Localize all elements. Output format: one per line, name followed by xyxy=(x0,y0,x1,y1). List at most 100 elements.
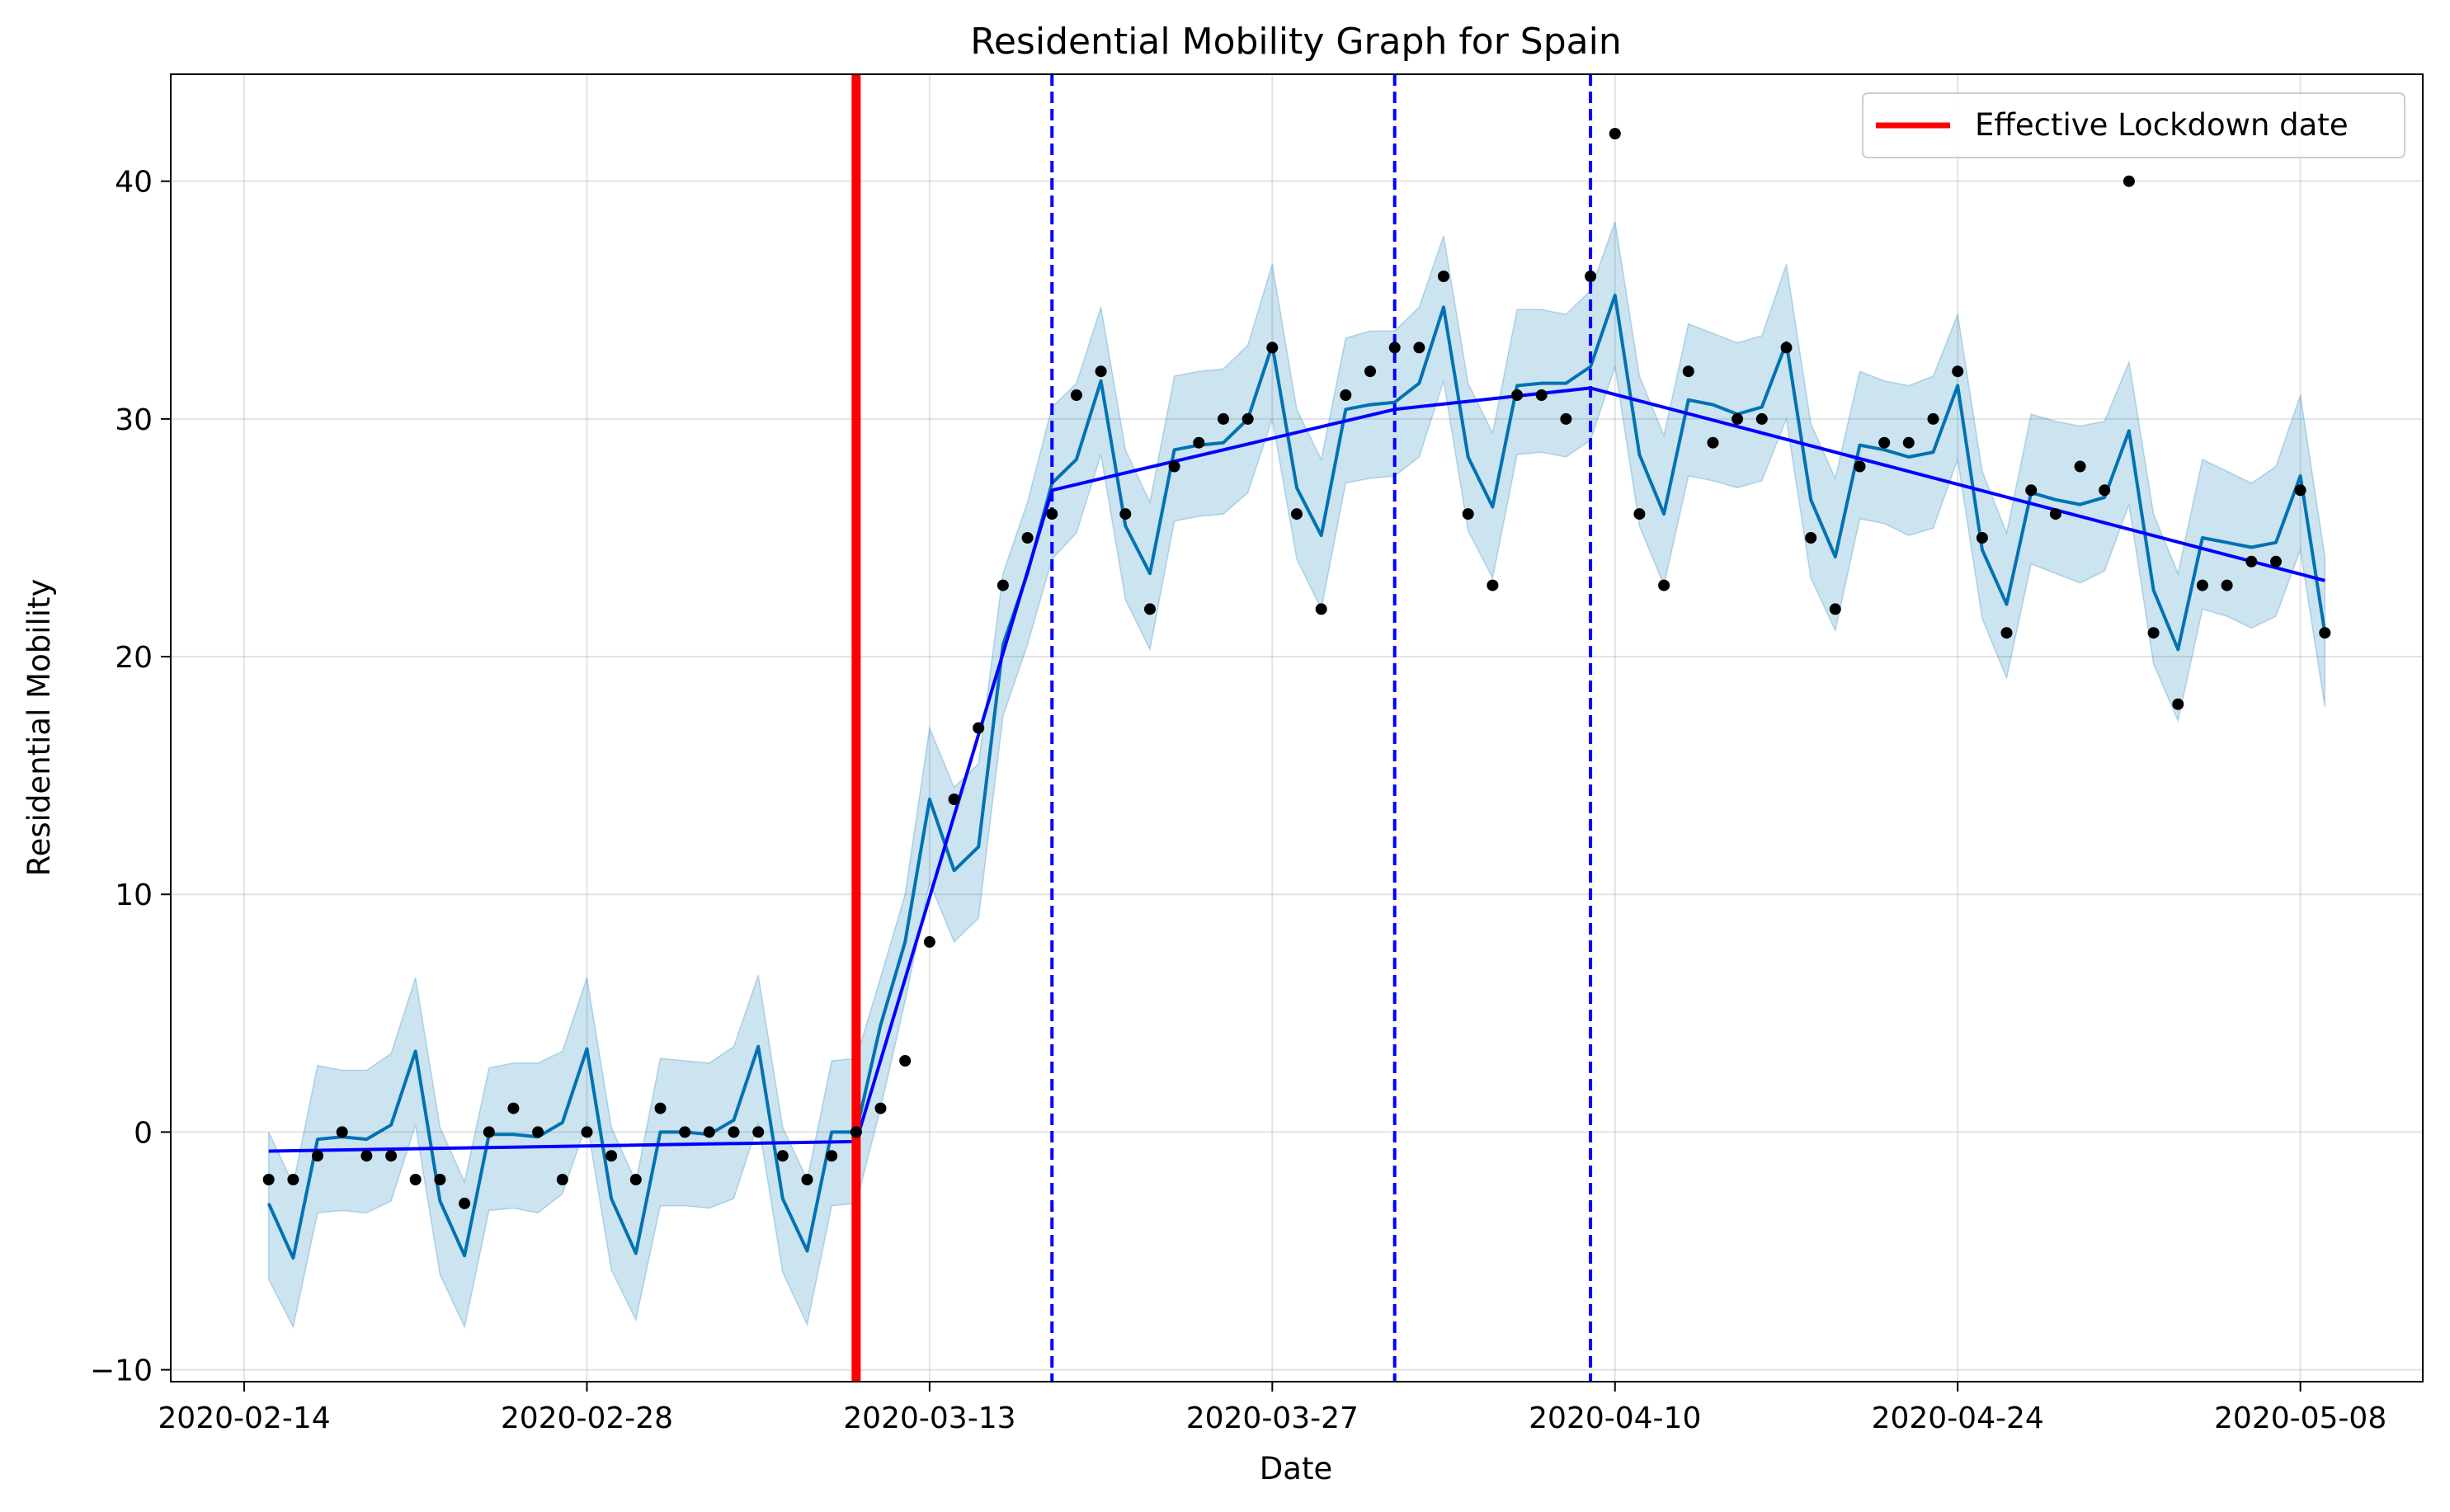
observed-point xyxy=(532,1126,544,1138)
observed-point xyxy=(1805,532,1817,544)
x-tick-label: 2020-04-24 xyxy=(1872,1401,2044,1435)
observed-point xyxy=(752,1126,765,1138)
observed-point xyxy=(459,1197,471,1209)
observed-point xyxy=(1486,579,1499,591)
y-tick-label: 30 xyxy=(115,403,153,437)
observed-point xyxy=(1388,341,1401,354)
observed-point xyxy=(1731,412,1744,425)
observed-point xyxy=(654,1102,667,1114)
observed-point xyxy=(1780,341,1793,354)
legend-box xyxy=(1862,92,2405,158)
observed-point xyxy=(629,1174,642,1185)
observed-point xyxy=(1193,436,1205,449)
observed-point xyxy=(1829,603,1841,615)
observed-point xyxy=(1902,436,1915,449)
y-tick-label: 40 xyxy=(115,166,153,200)
observed-point xyxy=(923,935,935,948)
observed-point xyxy=(1364,365,1376,378)
observed-point xyxy=(262,1174,275,1185)
observed-point xyxy=(948,794,960,805)
observed-point xyxy=(899,1055,912,1067)
observed-point xyxy=(1927,412,1939,425)
plot-frame xyxy=(170,73,2424,1382)
observed-point xyxy=(556,1174,568,1185)
observed-point xyxy=(1119,508,1132,520)
observed-point xyxy=(1241,412,1254,425)
forecast-line xyxy=(266,294,2327,1260)
y-axis-title: Residential Mobility xyxy=(21,579,57,877)
observed-point xyxy=(1340,389,1352,401)
observed-point xyxy=(728,1126,740,1138)
observed-point xyxy=(1609,128,1621,139)
legend: Effective Lockdown date xyxy=(1862,92,2405,158)
observed-point xyxy=(2294,484,2306,497)
observed-point xyxy=(1511,389,1524,401)
observed-point xyxy=(850,1126,862,1138)
observed-point xyxy=(2000,627,2013,639)
observed-point xyxy=(1438,271,1449,282)
observed-point xyxy=(996,579,1009,591)
y-tick-label: −10 xyxy=(90,1354,153,1388)
observed-point xyxy=(1462,508,1474,520)
observed-point xyxy=(1168,460,1180,473)
observed-point xyxy=(2245,555,2258,568)
observed-point xyxy=(1952,365,1964,378)
observed-point xyxy=(2147,627,2160,639)
observed-point xyxy=(1046,508,1058,520)
trend-line-group xyxy=(268,386,2325,1153)
observed-point xyxy=(1315,603,1327,615)
trend-line xyxy=(268,386,2325,1153)
observed-point xyxy=(874,1102,887,1114)
observed-point xyxy=(1755,412,1768,425)
observed-point xyxy=(1658,579,1670,591)
observed-point xyxy=(1291,508,1303,520)
forecast-line-group xyxy=(266,294,2327,1260)
observed-point xyxy=(2196,579,2208,591)
x-axis-title: Date xyxy=(1260,1451,1332,1486)
observed-point xyxy=(801,1174,813,1185)
y-tick-label: 0 xyxy=(134,1116,153,1150)
observed-point xyxy=(483,1126,495,1138)
chart-title: Residential Mobility Graph for Spain xyxy=(970,21,1622,63)
observed-point xyxy=(973,722,985,734)
observed-point xyxy=(2074,460,2086,473)
observed-point xyxy=(2221,579,2233,591)
observed-point xyxy=(1633,508,1646,520)
observed-point xyxy=(1218,412,1229,425)
observed-point xyxy=(409,1174,422,1185)
observed-point xyxy=(1854,460,1866,473)
observed-point xyxy=(2099,484,2111,497)
y-axis: −10 0 10 20 30 40 xyxy=(90,166,171,1388)
observed-point xyxy=(2025,484,2038,497)
observed-point xyxy=(507,1102,520,1114)
observed-point xyxy=(679,1126,691,1138)
legend-label-lockdown: Effective Lockdown date xyxy=(1975,107,2349,143)
observed-point xyxy=(776,1150,789,1162)
observed-point xyxy=(2172,698,2184,710)
observed-points xyxy=(262,128,2331,1209)
observed-point xyxy=(1070,389,1082,401)
observed-point xyxy=(1021,532,1034,544)
observed-point xyxy=(2319,627,2331,639)
observed-point xyxy=(826,1150,838,1162)
observed-point xyxy=(1682,365,1694,378)
observed-point xyxy=(1976,532,1988,544)
observed-point xyxy=(385,1150,398,1162)
y-tick-label: 20 xyxy=(115,641,153,675)
observed-point xyxy=(2270,555,2282,568)
observed-point xyxy=(1144,603,1156,615)
x-axis: 2020-02-14 2020-02-28 2020-03-13 2020-03-27… xyxy=(158,1382,2386,1435)
observed-point xyxy=(2123,175,2135,187)
y-tick-label: 10 xyxy=(115,878,153,912)
x-tick-label: 2020-05-08 xyxy=(2214,1401,2386,1435)
reference-lines xyxy=(851,74,1593,1382)
observed-point xyxy=(1413,341,1425,354)
x-tick-label: 2020-03-13 xyxy=(843,1401,1015,1435)
observed-point xyxy=(1560,412,1572,425)
x-tick-label: 2020-04-10 xyxy=(1529,1401,1701,1435)
observed-point xyxy=(1266,341,1279,354)
observed-point xyxy=(1095,365,1107,378)
observed-point xyxy=(605,1150,618,1162)
